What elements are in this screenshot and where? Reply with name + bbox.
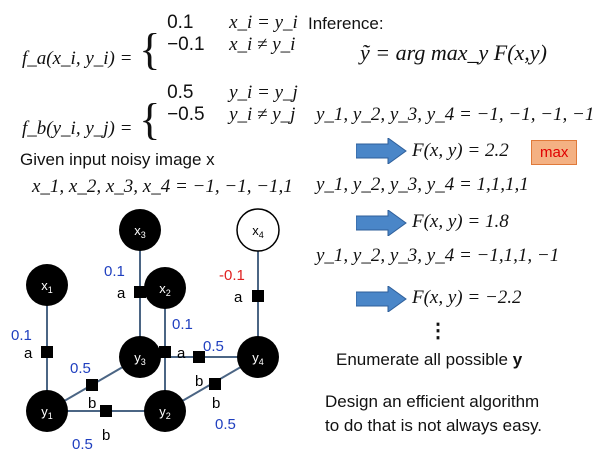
svg-text:y1: y1 xyxy=(41,404,53,421)
weight-b-y2y4: 0.5 xyxy=(215,416,236,433)
node-x3: x3 xyxy=(119,209,161,251)
fa-case2-value: −0.1 xyxy=(167,34,205,55)
arrow-right-icon xyxy=(356,138,407,164)
factor-a-x4-letter: a xyxy=(234,289,243,306)
factor-b-y3y4 xyxy=(193,351,205,363)
svg-text:y2: y2 xyxy=(159,404,171,421)
fb-case1-value: 0.5 xyxy=(167,82,194,103)
arrow-right-icon xyxy=(356,210,407,236)
given-label: Given input noisy image x xyxy=(20,150,215,169)
svg-text:x1: x1 xyxy=(41,278,53,295)
enumerate-text: Enumerate all possible y xyxy=(336,350,522,370)
node-y2: y2 xyxy=(144,390,186,432)
fb-definition: f_b(y_i, y_j) = { 0.5 y_i = y_j −0.5 y_i ≠… xyxy=(22,82,298,144)
weight-b-y1y3: 0.5 xyxy=(70,360,91,377)
node-x2-label: x xyxy=(159,281,166,296)
node-y1: y1 xyxy=(26,390,68,432)
factor-a-x2 xyxy=(159,346,171,358)
enum-row-1-score: F(x, y) = 2.2 xyxy=(412,140,509,161)
fb-case2-value: −0.5 xyxy=(167,104,205,125)
node-x3-sub: 3 xyxy=(141,230,146,240)
variable-nodes: x3 x4 x1 x2 y3 y4 y1 y2 xyxy=(26,208,280,432)
node-x1-label: x xyxy=(41,278,48,293)
enum-row-3-assignment: y_1, y_2, y_3, y_4 = −1,1,1, −1 xyxy=(316,245,560,266)
weight-a-x1: 0.1 xyxy=(11,327,32,344)
factor-b-y1y3-letter: b xyxy=(88,395,96,412)
ellipsis: ⋮ xyxy=(428,320,448,342)
weight-b-y1y2: 0.5 xyxy=(72,436,93,453)
fa-brace: { xyxy=(139,25,161,74)
design-note-line1: Design an efficient algorithm xyxy=(325,392,540,411)
graph-edges xyxy=(46,230,259,412)
svg-text:x2: x2 xyxy=(159,281,171,298)
fa-definition: f_a(x_i, y_i) = { 0.1 x_i = y_i −0.1 x_i ≠… xyxy=(22,12,298,74)
factor-b-y2y4-letter: b xyxy=(212,395,220,412)
inference-label: Inference: xyxy=(308,14,384,33)
arrow-right-icon xyxy=(356,286,407,312)
factor-letters: a a a a b b b b xyxy=(24,285,243,444)
enum-row-1-assignment: y_1, y_2, y_3, y_4 = −1, −1, −1, −1 xyxy=(316,104,595,125)
weight-labels: 0.1 0.1 0.1 -0.1 0.5 0.5 0.5 0.5 xyxy=(11,263,245,453)
factor-a-x3 xyxy=(134,286,146,298)
node-x4: x4 xyxy=(236,208,280,252)
fa-lhs: f_a(x_i, y_i) = xyxy=(22,48,133,69)
enumerate-text-prefix: Enumerate all possible xyxy=(336,350,513,369)
node-y3-sub: 3 xyxy=(141,357,146,367)
factor-graph: x3 x4 x1 x2 y3 y4 y1 y2 xyxy=(11,208,280,453)
node-y3: y3 xyxy=(119,336,161,378)
node-y1-label: y xyxy=(41,404,48,419)
factor-a-x1 xyxy=(41,346,53,358)
node-y1-sub: 1 xyxy=(48,411,53,421)
node-x4-label: x xyxy=(252,223,259,238)
factor-b-y1y2 xyxy=(100,405,112,417)
svg-text:y4: y4 xyxy=(252,350,264,367)
node-x2-sub: 2 xyxy=(166,288,171,298)
node-y2-label: y xyxy=(159,404,166,419)
factor-a-x3-letter: a xyxy=(117,285,126,302)
node-x4-sub: 4 xyxy=(259,230,264,240)
node-y4-sub: 4 xyxy=(259,357,264,367)
fa-case1-value: 0.1 xyxy=(167,12,194,33)
fb-case1-cond: y_i = y_j xyxy=(229,82,298,103)
factor-b-y3y4-letter: b xyxy=(195,373,203,390)
inference-formula: ỹ = arg max_y F(x,y) xyxy=(360,40,547,65)
svg-text:y3: y3 xyxy=(134,350,146,367)
enum-row-2-assignment: y_1, y_2, y_3, y_4 = 1,1,1,1 xyxy=(316,174,529,195)
factor-a-x2-letter: a xyxy=(177,345,186,362)
max-badge: max xyxy=(531,140,578,165)
node-y4: y4 xyxy=(237,336,279,378)
factor-a-x1-letter: a xyxy=(24,345,33,362)
enum-row-2-score: F(x, y) = 1.8 xyxy=(412,211,509,232)
factor-nodes xyxy=(41,286,264,417)
fb-case2-cond: y_i ≠ y_j xyxy=(229,104,296,125)
factor-a-x4 xyxy=(252,290,264,302)
node-x1-sub: 1 xyxy=(48,285,53,295)
enum-row-3-score: F(x, y) = −2.2 xyxy=(412,287,522,308)
factor-b-y1y2-letter: b xyxy=(102,427,110,444)
node-x1: x1 xyxy=(26,264,68,306)
svg-text:x3: x3 xyxy=(134,223,146,240)
given-assignment: x_1, x_2, x_3, x_4 = −1, −1, −1,1 xyxy=(32,176,293,197)
node-x2: x2 xyxy=(144,267,186,309)
enumerate-text-bold: y xyxy=(512,350,523,369)
weight-a-x3: 0.1 xyxy=(104,263,125,280)
node-y3-label: y xyxy=(134,350,141,365)
fa-case2-cond: x_i ≠ y_i xyxy=(229,34,296,55)
fb-lhs: f_b(y_i, y_j) = xyxy=(22,118,133,139)
fa-case1-cond: x_i = y_i xyxy=(229,12,298,33)
weight-a-x2: 0.1 xyxy=(172,316,193,333)
factor-b-y2y4 xyxy=(209,378,221,390)
weight-a-x4: -0.1 xyxy=(219,267,245,284)
factor-b-y1y3 xyxy=(86,379,98,391)
node-y4-label: y xyxy=(252,350,259,365)
node-x3-label: x xyxy=(134,223,141,238)
design-note-line2: to do that is not always easy. xyxy=(325,416,543,435)
weight-b-y3y4: 0.5 xyxy=(203,338,224,355)
svg-text:x4: x4 xyxy=(252,223,264,240)
node-y2-sub: 2 xyxy=(166,411,171,421)
fb-brace: { xyxy=(139,95,161,144)
